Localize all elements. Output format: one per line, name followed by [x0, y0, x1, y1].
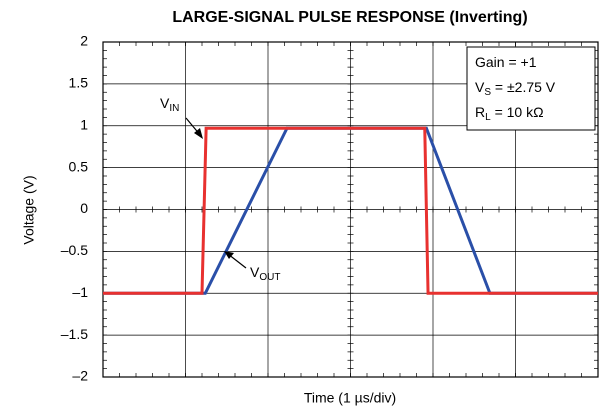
chart-title: LARGE-SIGNAL PULSE RESPONSE (Inverting) — [172, 9, 527, 26]
label-base: Gain = +1 — [475, 54, 537, 70]
label-sub: S — [484, 87, 491, 98]
label-base: V — [250, 264, 260, 280]
y-tick-label: 2 — [80, 33, 88, 49]
label-rest: = ±2.75 V — [491, 79, 556, 95]
condition-text: RL = 10 kΩ — [475, 104, 544, 123]
label-rest: = 10 kΩ — [491, 104, 544, 120]
y-tick-label: 1.5 — [69, 75, 89, 91]
data-line — [103, 126, 598, 295]
label-base: V — [475, 79, 485, 95]
label-sub: OUT — [259, 272, 280, 283]
condition-text: VS = ±2.75 V — [475, 79, 556, 98]
label-sub: L — [485, 112, 491, 123]
label-base: R — [475, 104, 485, 120]
conditions-box — [466, 46, 596, 131]
plot-frame — [102, 41, 599, 378]
y-tick-label: –1 — [72, 284, 88, 300]
y-tick-label: –0.5 — [61, 242, 88, 258]
y-tick-label: –2 — [72, 368, 88, 384]
y-axis-label: Voltage (V) — [21, 175, 37, 244]
x-axis-label: Time (1 µs/div) — [304, 390, 396, 406]
series-label: VIN — [160, 95, 179, 114]
y-tick-label: –1.5 — [61, 326, 88, 342]
y-tick-label: 1 — [80, 116, 88, 132]
label-sub: IN — [169, 103, 179, 114]
label-base: V — [160, 95, 170, 111]
series-label: VOUT — [250, 264, 280, 283]
arrow-head — [224, 251, 234, 259]
condition-text: Gain = +1 — [475, 54, 537, 70]
arrow-head — [194, 128, 203, 139]
y-tick-label: 0 — [80, 200, 88, 216]
y-tick-label: 0.5 — [69, 158, 89, 174]
